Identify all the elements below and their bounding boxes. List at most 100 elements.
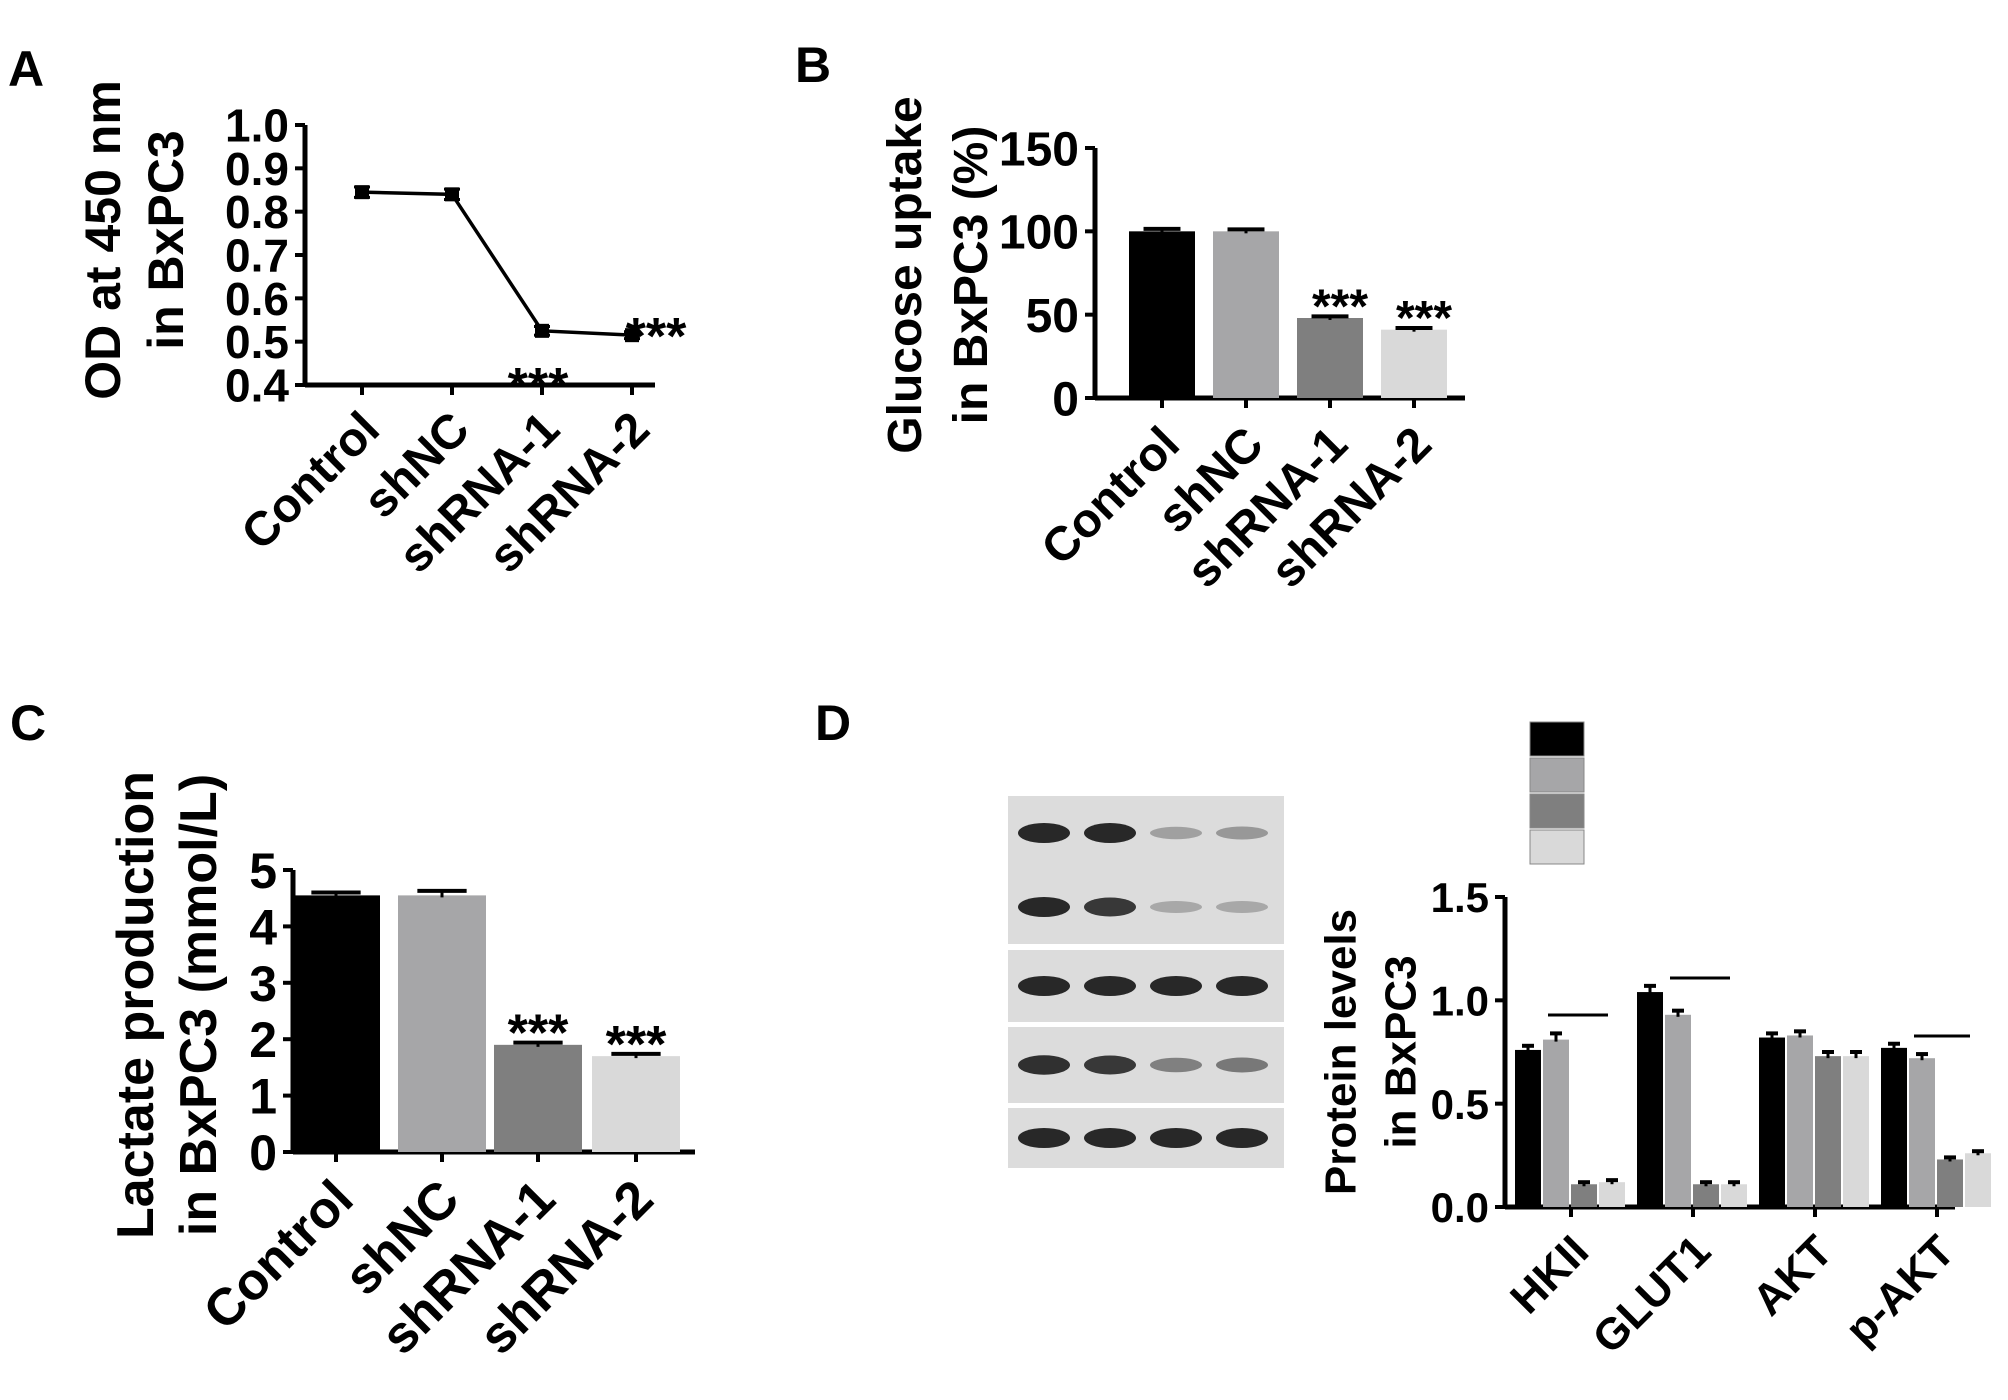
y-tick-label: 0.4 xyxy=(225,360,289,412)
blot-band xyxy=(1150,901,1202,913)
blot-band xyxy=(1084,1055,1136,1075)
bar xyxy=(1937,1159,1963,1207)
blot-band xyxy=(1018,1128,1070,1148)
y-axis-label: OD at 450 nm xyxy=(75,80,131,400)
bar xyxy=(494,1044,582,1152)
y-axis-label: Lactate production xyxy=(107,771,165,1239)
bar xyxy=(592,1056,680,1152)
bar xyxy=(1571,1184,1597,1207)
significance-label: *** xyxy=(508,1005,569,1063)
bar xyxy=(1213,231,1279,398)
y-tick-label: 0 xyxy=(249,1125,277,1181)
legend-swatch xyxy=(1529,793,1585,829)
y-tick-label: 150 xyxy=(999,123,1079,176)
blot-band xyxy=(1150,1057,1202,1073)
y-tick-label: 4 xyxy=(249,899,277,955)
significance-label: *** xyxy=(606,1016,667,1074)
panel-label-d: D xyxy=(815,695,851,751)
western-blot xyxy=(1008,796,1284,1168)
bar xyxy=(1515,1049,1541,1207)
blot-band xyxy=(1150,1128,1202,1148)
y-tick-label: 0.5 xyxy=(1431,1081,1489,1128)
bar xyxy=(1787,1035,1813,1207)
y-tick-label: 0.7 xyxy=(225,230,289,282)
y-tick-label: 0.6 xyxy=(225,273,289,325)
y-tick-label: 1.0 xyxy=(225,100,289,152)
legend-swatch xyxy=(1529,721,1585,757)
y-tick-label: 0.0 xyxy=(1431,1184,1489,1231)
legend-swatch xyxy=(1529,757,1585,793)
y-tick-label: 0.8 xyxy=(225,186,289,238)
legend-swatch xyxy=(1529,829,1585,865)
significance-label: *** xyxy=(626,308,687,366)
y-tick-label: 0.5 xyxy=(225,316,289,368)
y-axis-label: Protein levels xyxy=(1317,909,1366,1195)
y-tick-label: 1.0 xyxy=(1431,977,1489,1024)
blot-band xyxy=(1216,1057,1268,1073)
bar xyxy=(1965,1153,1991,1207)
chart-layer: 0.40.50.60.70.80.91.0OD at 450 nm in BxPC… xyxy=(75,80,1991,1366)
significance-label: *** xyxy=(1396,292,1452,345)
blot-band xyxy=(1018,897,1070,917)
blot-band xyxy=(1084,823,1136,843)
bar xyxy=(1721,1184,1747,1207)
panel-label-b: B xyxy=(795,37,831,93)
x-tick-label: HKII xyxy=(1501,1226,1598,1323)
panel-label-c: C xyxy=(10,695,46,751)
bar xyxy=(1815,1056,1841,1207)
y-tick-label: 1.5 xyxy=(1431,874,1489,921)
bar xyxy=(1637,992,1663,1207)
axes-d: 0.0 0.5 1.0 1.5 Protein levels in BxPC3 xyxy=(1317,874,1955,1231)
blot-band xyxy=(1018,1055,1070,1075)
bar xyxy=(1759,1037,1785,1207)
y-axis-label: in BxPC3 xyxy=(1377,955,1426,1148)
y-tick-label: 2 xyxy=(249,1012,277,1068)
bar xyxy=(1381,329,1447,398)
y-tick-label: 5 xyxy=(249,843,277,899)
blot-band xyxy=(1150,976,1202,996)
data-point xyxy=(445,187,459,202)
blot-band xyxy=(1084,976,1136,996)
x-tick-label: p-AKT xyxy=(1836,1226,1964,1354)
bar xyxy=(1543,1039,1569,1207)
y-tick-label: 3 xyxy=(249,956,277,1012)
bar xyxy=(1129,231,1195,398)
bar xyxy=(398,895,486,1152)
data-point xyxy=(355,185,369,200)
significance-label: *** xyxy=(508,358,569,416)
blot-band xyxy=(1018,823,1070,843)
bar xyxy=(1881,1047,1907,1207)
y-axis-label: Glucose uptake xyxy=(879,96,932,453)
blot-band xyxy=(1084,1128,1136,1148)
y-tick-label: 100 xyxy=(999,207,1079,260)
blot-band xyxy=(1018,976,1070,996)
bar xyxy=(1599,1182,1625,1207)
bar xyxy=(1843,1056,1869,1207)
blot-band xyxy=(1150,826,1202,840)
x-tick-label: AKT xyxy=(1743,1226,1842,1325)
significance-label: *** xyxy=(1312,280,1368,333)
x-tick-label: GLUT1 xyxy=(1583,1226,1720,1363)
y-tick-label: 50 xyxy=(1026,290,1079,343)
bar xyxy=(1693,1184,1719,1207)
y-tick-label: 1 xyxy=(249,1069,277,1125)
legend xyxy=(1529,721,1585,865)
blot-band xyxy=(1084,897,1136,917)
y-axis-label: in BxPC3 xyxy=(138,130,194,350)
axes-b: 0 50 100 150 Glucose uptake in BxPC3 (%) xyxy=(879,96,1465,454)
y-axis-label: in BxPC3 (%) xyxy=(945,126,998,425)
blot-band xyxy=(1216,1128,1268,1148)
bar xyxy=(1909,1058,1935,1207)
blot-band xyxy=(1216,901,1268,913)
y-tick-label: 0.9 xyxy=(225,143,289,195)
bar xyxy=(292,895,380,1152)
y-tick-label: 0 xyxy=(1052,373,1079,426)
blot-band xyxy=(1216,826,1268,840)
y-axis-label: in BxPC3 (mmol/L) xyxy=(170,774,228,1236)
panel-label-a: A xyxy=(8,41,44,97)
bar xyxy=(1297,318,1363,398)
blot-band xyxy=(1216,976,1268,996)
data-line-a xyxy=(361,190,633,337)
